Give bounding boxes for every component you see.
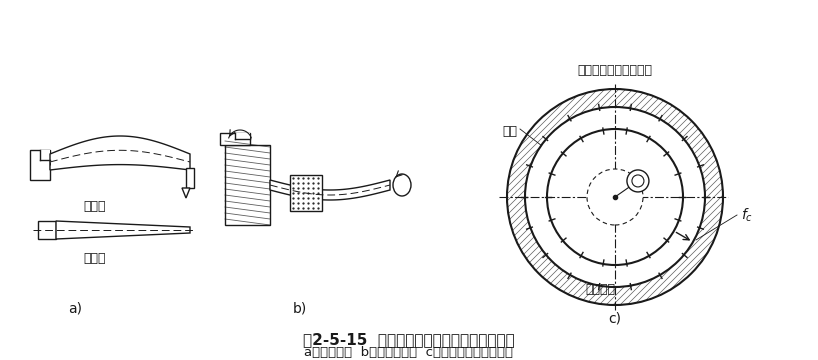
Polygon shape [56,221,190,239]
Bar [220,133,250,145]
Bar [290,175,322,211]
Bar [225,145,270,225]
Circle shape [587,169,643,225]
Circle shape [525,107,705,287]
Bar [38,221,56,239]
Circle shape [547,129,683,265]
Text: $f_c$: $f_c$ [741,206,753,224]
Polygon shape [182,188,190,198]
Bar [186,168,194,188]
Text: b): b) [293,301,307,315]
Text: a）工件变形  b）砂轮轴变形  c）切削力对镗杆的影响: a）工件变形 b）砂轮轴变形 c）切削力对镗杆的影响 [304,346,514,359]
Bar [40,150,50,160]
Text: 镗刀刀杆: 镗刀刀杆 [585,283,615,296]
Circle shape [507,89,723,305]
Text: 镗刀刀杆中心轨迹区域: 镗刀刀杆中心轨迹区域 [578,64,653,77]
Polygon shape [50,136,190,170]
Polygon shape [270,180,390,200]
Text: 图2-5-15  工艺系统受力变形引起的加工误差: 图2-5-15 工艺系统受力变形引起的加工误差 [303,332,515,347]
Text: a): a) [68,301,82,315]
Text: 工件: 工件 [502,125,517,138]
Bar [235,133,250,139]
Text: 加工时: 加工时 [83,200,106,213]
Bar [30,150,50,180]
Circle shape [632,175,644,187]
Text: c): c) [609,311,622,325]
Text: 加工后: 加工后 [83,252,106,265]
Circle shape [627,170,649,192]
Ellipse shape [393,174,411,196]
